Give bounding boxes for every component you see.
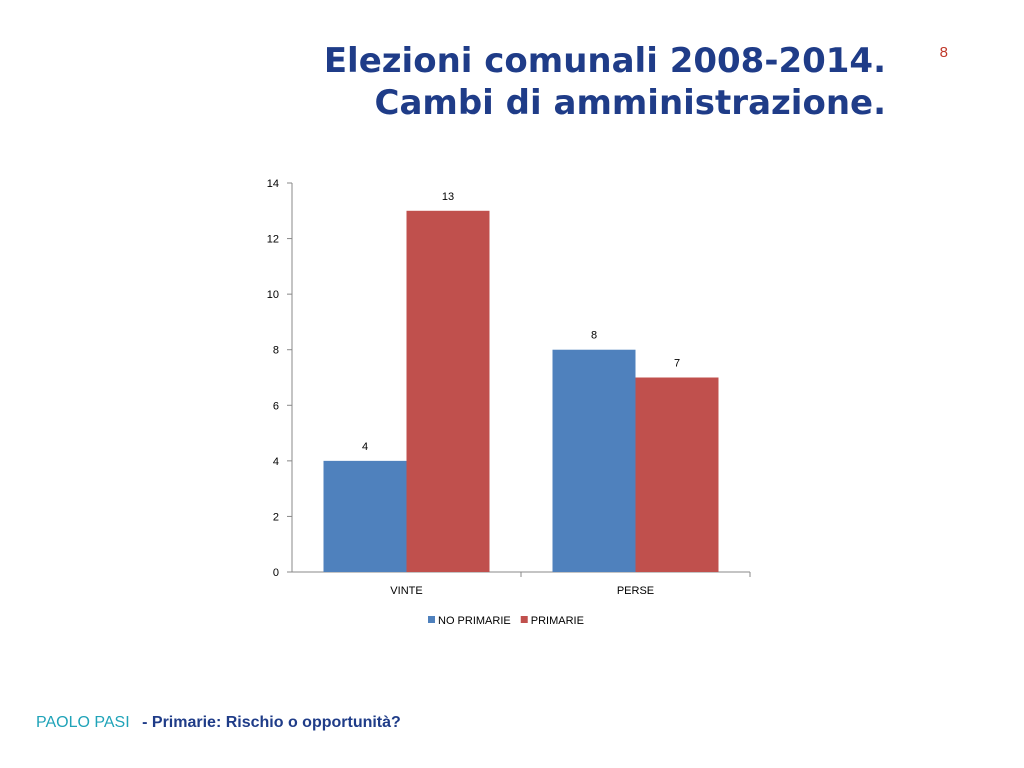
x-tick-label: PERSE [617, 585, 654, 597]
title-line-2: Cambi di amministrazione. [374, 83, 886, 123]
title-line-1: Elezioni comunali 2008-2014. [323, 41, 886, 81]
footer-author: PAOLO PASI [36, 714, 130, 731]
legend-swatch [428, 616, 435, 623]
y-tick-label: 14 [267, 178, 279, 190]
legend-label: PRIMARIE [531, 615, 584, 627]
data-label: 8 [591, 330, 597, 342]
legend-swatch [520, 616, 528, 623]
y-tick-label: 6 [273, 400, 279, 412]
slide-title: Elezioni comunali 2008-2014. Cambi di am… [324, 40, 886, 124]
legend-label: NO PRIMARIE [438, 615, 511, 627]
bar [323, 460, 407, 572]
data-label: 7 [674, 358, 680, 370]
data-label: 13 [442, 191, 454, 203]
y-tick-label: 10 [267, 289, 279, 301]
bar [635, 377, 719, 572]
y-tick-label: 12 [267, 234, 279, 246]
y-tick-label: 4 [273, 456, 279, 468]
data-label: 4 [362, 441, 368, 453]
page-number: 8 [939, 44, 948, 61]
y-tick-label: 0 [273, 567, 279, 579]
y-tick-label: 2 [273, 511, 279, 523]
bar [552, 349, 636, 572]
bar-chart: 0 2 4 6 8 10 12 14 4 13 VINTE 8 7 PERSE NO PRIMARIE PRI… [267, 178, 751, 627]
y-tick-label: 8 [273, 345, 279, 357]
footer-subtitle: - Primarie: Rischio o opportunità? [142, 714, 401, 731]
footer: PAOLO PASI - Primarie: Rischio o opportu… [36, 714, 401, 732]
bar [406, 210, 490, 573]
x-tick-label: VINTE [390, 585, 422, 597]
